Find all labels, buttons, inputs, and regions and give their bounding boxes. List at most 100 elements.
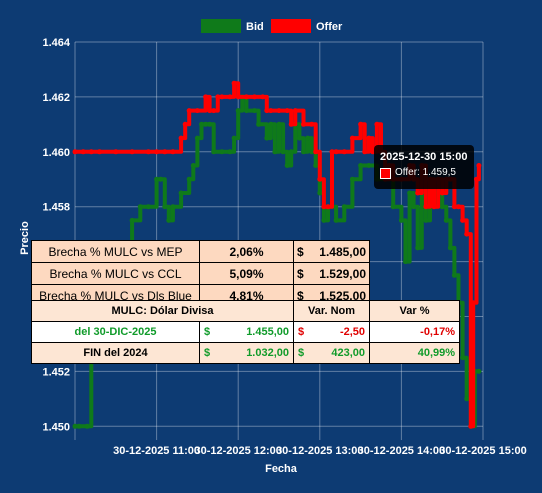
series-point-offer — [162, 149, 168, 155]
series-point-offer — [292, 108, 298, 114]
series-point-offer — [211, 108, 217, 114]
y-tick-label: 1.464 — [42, 37, 70, 49]
tooltip-title: 2025-12-30 15:00 — [380, 151, 468, 163]
series-point-offer — [264, 108, 270, 114]
y-tick-label: 1.462 — [42, 92, 70, 104]
series-point-offer — [129, 149, 135, 155]
series-point-offer — [460, 217, 466, 223]
mulc-var-pct-header: Var % — [369, 300, 461, 322]
mulc-var-nom-cell: $ -2,50 — [293, 321, 371, 343]
series-point-bid — [476, 368, 482, 374]
legend[interactable]: Bid Offer — [201, 19, 343, 33]
series-point-offer — [186, 108, 192, 114]
mulc-table: MULC: Dólar Divisa Var. Nom Var % del 30… — [30, 300, 461, 364]
series-point-offer — [219, 94, 225, 100]
mulc-row-label: del 30-DIC-2025 — [31, 321, 200, 343]
series-point-bid — [301, 149, 306, 155]
series-point-bid — [411, 204, 417, 210]
tooltip-offer-swatch — [380, 167, 391, 179]
series-point-bid — [390, 204, 396, 210]
mulc-var-nom-header: Var. Nom — [293, 300, 371, 322]
x-tick-label: 30-12-2025 11:00 — [113, 445, 200, 457]
series-point-offer — [231, 80, 237, 86]
series-point-offer — [329, 149, 335, 155]
series-point-offer — [288, 121, 294, 127]
series-point-bid — [264, 135, 270, 141]
series-point-bid — [333, 217, 339, 223]
series-point-offer — [260, 94, 266, 100]
series-point-offer — [203, 94, 209, 100]
series-point-offer — [182, 121, 188, 127]
series-point-bid — [186, 176, 192, 182]
series-point-bid — [423, 217, 429, 223]
brecha-label: Brecha % MULC vs CCL — [31, 262, 200, 285]
legend-swatch-offer[interactable] — [271, 19, 311, 33]
brecha-price-cell: $1.485,00 — [293, 240, 370, 263]
y-tick-label: 1.452 — [42, 366, 70, 378]
series-point-bid — [199, 121, 204, 127]
series-point-bid — [256, 121, 262, 127]
series-point-bid — [158, 176, 164, 182]
series-point-bid — [321, 217, 327, 223]
series-point-offer — [468, 423, 474, 429]
mulc-row-fin-2024: FIN del 2024 $1.032,00 $423,00 40,99% — [31, 342, 461, 364]
brecha-currency: $ — [297, 288, 304, 303]
mulc-var-nom: 423,00 — [331, 347, 366, 359]
series-point-offer — [431, 204, 437, 210]
mulc-var-pct: 40,99% — [369, 342, 461, 364]
series-point-offer — [80, 149, 86, 155]
legend-swatch-bid[interactable] — [201, 19, 241, 33]
series-point-bid — [166, 217, 172, 223]
series-point-offer — [301, 121, 306, 127]
brecha-label: Brecha % MULC vs MEP — [31, 240, 200, 263]
series-point-offer — [317, 176, 323, 182]
series-point-offer — [72, 149, 78, 155]
mulc-row-today: del 30-DIC-2025 $1.455,00 $ -2,50 -0,17% — [31, 321, 461, 343]
series-point-bid — [403, 259, 408, 265]
series-point-offer — [235, 94, 241, 100]
series-point-bid — [296, 135, 302, 141]
series-point-offer — [456, 204, 461, 210]
series-point-offer — [284, 108, 290, 114]
mulc-var-currency: $ — [298, 347, 305, 359]
series-point-bid — [211, 149, 217, 155]
y-tick-label: 1.450 — [42, 421, 70, 433]
series-point-bid — [272, 149, 278, 155]
series-point-offer — [313, 149, 319, 155]
series-point-bid — [313, 163, 319, 168]
series-point-bid — [407, 190, 413, 196]
brecha-price-cell: $1.529,00 — [293, 262, 370, 285]
series-point-bid — [154, 176, 160, 182]
x-tick-label: 30-12-2025 14:00 — [358, 445, 445, 457]
series-point-offer — [341, 149, 347, 155]
mulc-title: MULC: Dólar Divisa — [30, 300, 295, 322]
series-point-bid — [447, 245, 453, 251]
legend-label-bid[interactable]: Bid — [246, 21, 264, 33]
series-point-offer — [145, 149, 151, 155]
series-point-bid — [219, 149, 225, 155]
series-point-bid — [451, 272, 457, 278]
y-axis-title: Precio — [19, 221, 31, 255]
mulc-var-pct: -0,17% — [369, 321, 461, 343]
series-point-offer — [333, 149, 339, 155]
series-point-bid — [243, 108, 249, 114]
series-point-offer — [170, 149, 176, 155]
series-point-bid — [341, 204, 347, 210]
brecha-row-mep: Brecha % MULC vs MEP 2,06% $1.485,00 — [31, 240, 370, 263]
mulc-header-row: MULC: Dólar Divisa Var. Nom Var % — [30, 300, 461, 322]
series-point-offer — [325, 204, 331, 210]
tooltip-label: Offer: 1.459,5 — [395, 167, 456, 178]
legend-label-offer[interactable]: Offer — [316, 21, 343, 33]
series-point-bid — [415, 245, 421, 251]
series-point-offer — [113, 149, 119, 155]
series-point-offer — [154, 149, 160, 155]
series-point-offer — [321, 204, 327, 210]
series-point-offer — [207, 108, 213, 114]
series-point-bid — [349, 176, 355, 182]
series-point-offer — [309, 121, 315, 127]
series-point-offer — [194, 108, 200, 114]
series-point-bid — [398, 217, 404, 223]
series-point-offer — [97, 149, 102, 155]
series-point-bid — [366, 163, 372, 168]
